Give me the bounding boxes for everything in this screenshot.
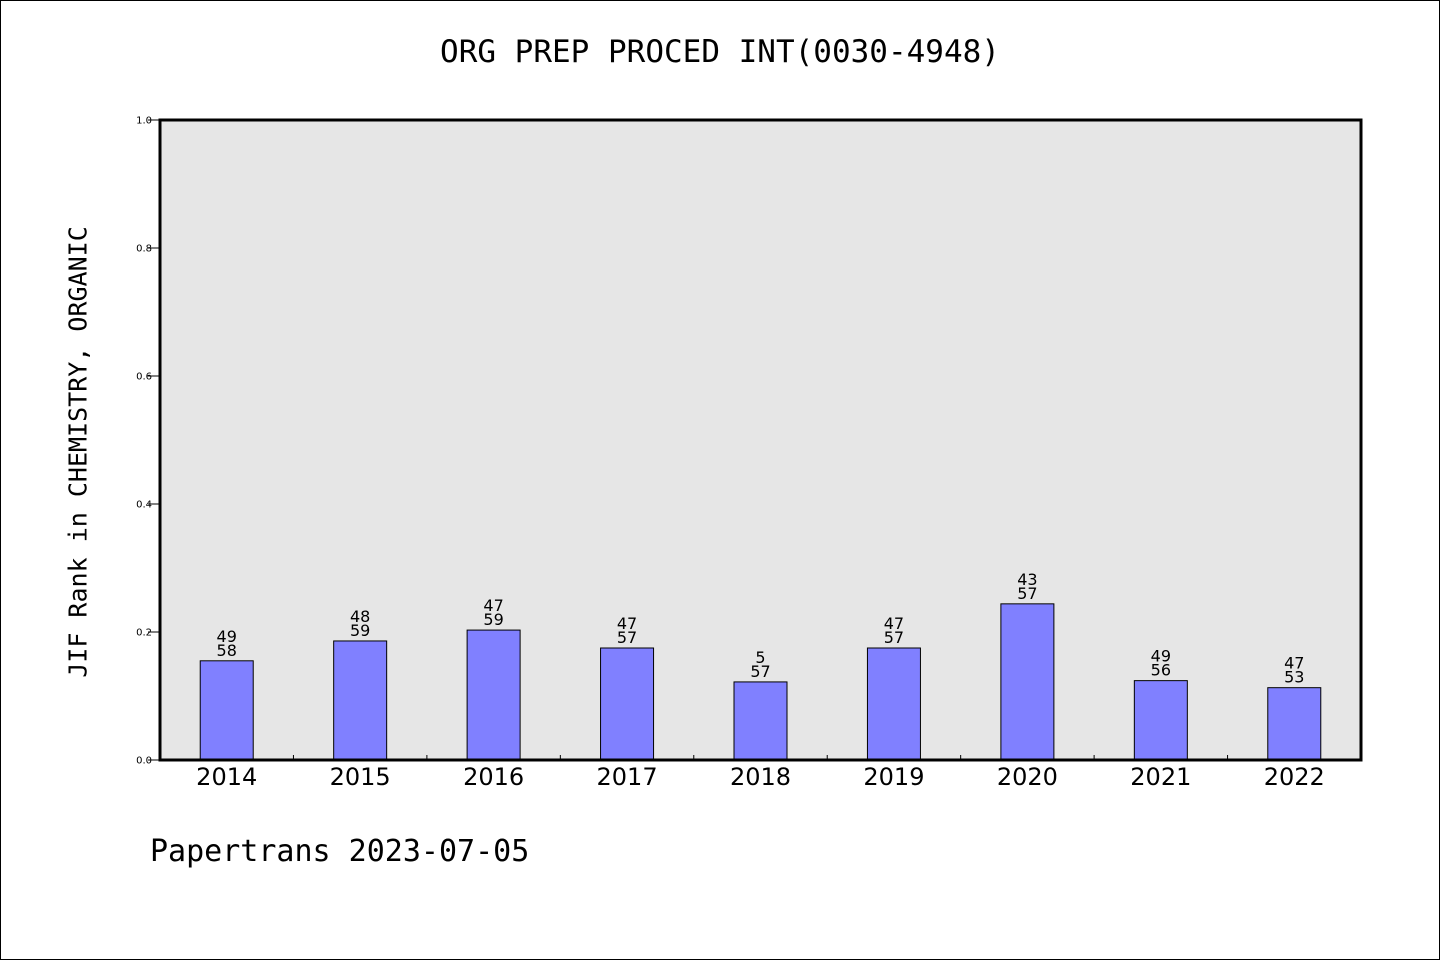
data-label-bottom: 57 <box>1017 584 1037 603</box>
x-tick-label: 2021 <box>1130 763 1191 791</box>
bar-2016 <box>466 629 521 761</box>
data-label-top: 47 <box>617 614 637 633</box>
data-label-top: 47 <box>483 596 503 615</box>
y-tick-label: 0.6 <box>136 372 152 383</box>
bar-2014 <box>199 660 254 761</box>
bar-2018 <box>733 681 788 761</box>
x-tick-label: 2018 <box>730 763 791 791</box>
y-tick-label: 0.0 <box>136 756 152 767</box>
data-label-bottom: 57 <box>750 662 770 681</box>
y-tick-label: 1.0 <box>136 116 152 127</box>
x-tick-label: 2017 <box>597 763 658 791</box>
y-tick-label: 0.2 <box>136 628 152 639</box>
data-label-top: 43 <box>1017 570 1037 589</box>
data-label-top: 49 <box>217 627 237 646</box>
bar-2019 <box>866 647 921 761</box>
footer-text: Papertrans 2023-07-05 <box>150 834 530 869</box>
data-label-top: 5 <box>755 648 765 667</box>
data-label-bottom: 57 <box>884 628 904 647</box>
data-label-top: 48 <box>350 607 370 626</box>
x-tick-label: 2015 <box>330 763 391 791</box>
data-label-bottom: 59 <box>350 621 370 640</box>
data-label-top: 47 <box>884 614 904 633</box>
data-label-bottom: 59 <box>483 610 503 629</box>
data-label-top: 49 <box>1151 647 1171 666</box>
y-tick-label: 0.4 <box>136 500 152 511</box>
x-tick-label: 2019 <box>863 763 924 791</box>
chart-title: ORG PREP PROCED INT(0030-4948) <box>440 34 1000 70</box>
data-label-bottom: 57 <box>617 628 637 647</box>
data-label-bottom: 58 <box>217 641 237 660</box>
y-tick-label: 0.8 <box>136 244 152 255</box>
bar-2021 <box>1133 680 1188 761</box>
bar-2017 <box>600 647 655 761</box>
data-label-top: 47 <box>1284 654 1304 673</box>
bar-2020 <box>1000 603 1055 761</box>
bar-2022 <box>1267 687 1322 761</box>
bar-2015 <box>333 640 388 761</box>
data-label-bottom: 56 <box>1151 661 1171 680</box>
data-label-bottom: 53 <box>1284 668 1304 687</box>
x-tick-label: 2014 <box>196 763 257 791</box>
x-tick-label: 2020 <box>997 763 1058 791</box>
x-tick-label: 2022 <box>1264 763 1325 791</box>
plot-border <box>158 118 1363 762</box>
x-tick-label: 2016 <box>463 763 524 791</box>
